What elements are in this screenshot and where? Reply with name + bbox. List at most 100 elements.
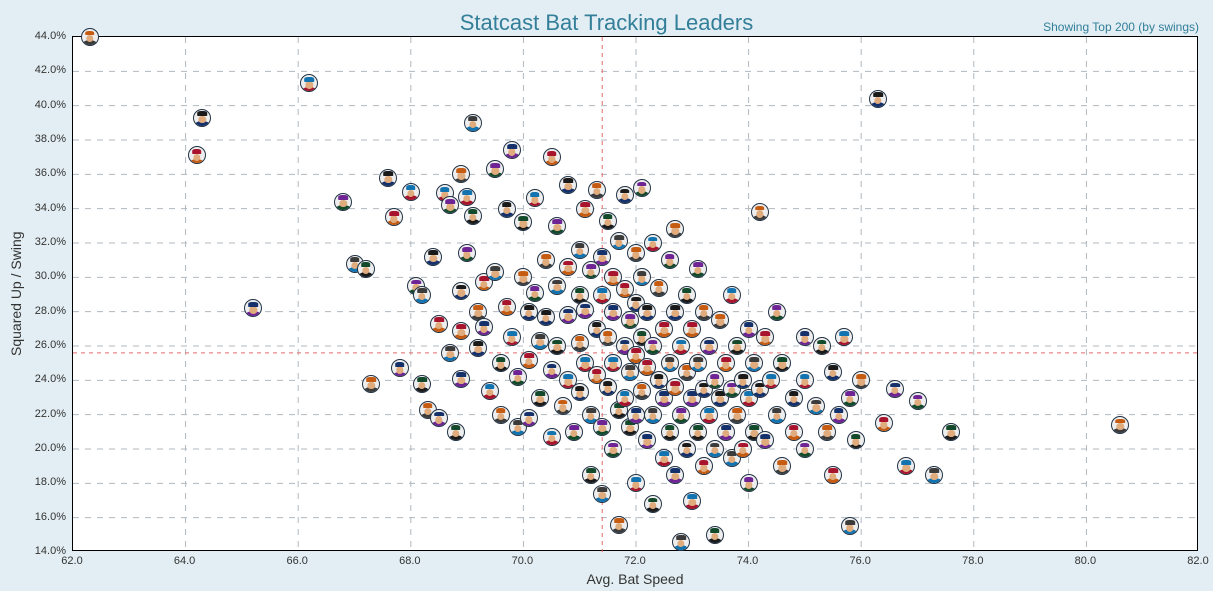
player-point[interactable]	[452, 370, 470, 388]
player-point[interactable]	[503, 328, 521, 346]
player-point[interactable]	[464, 114, 482, 132]
player-point[interactable]	[514, 213, 532, 231]
player-point[interactable]	[807, 397, 825, 415]
player-point[interactable]	[689, 423, 707, 441]
player-point[interactable]	[537, 308, 555, 326]
player-point[interactable]	[633, 179, 651, 197]
player-point[interactable]	[841, 517, 859, 535]
player-point[interactable]	[700, 337, 718, 355]
player-point[interactable]	[666, 466, 684, 484]
player-point[interactable]	[672, 337, 690, 355]
player-point[interactable]	[638, 303, 656, 321]
player-point[interactable]	[469, 339, 487, 357]
player-point[interactable]	[717, 423, 735, 441]
player-point[interactable]	[588, 181, 606, 199]
player-point[interactable]	[604, 440, 622, 458]
player-point[interactable]	[655, 320, 673, 338]
player-point[interactable]	[430, 409, 448, 427]
player-point[interactable]	[756, 431, 774, 449]
player-point[interactable]	[475, 318, 493, 336]
player-point[interactable]	[678, 286, 696, 304]
player-point[interactable]	[498, 200, 516, 218]
player-point[interactable]	[492, 406, 510, 424]
player-point[interactable]	[604, 303, 622, 321]
player-point[interactable]	[835, 328, 853, 346]
player-point[interactable]	[452, 165, 470, 183]
player-point[interactable]	[706, 371, 724, 389]
player-point[interactable]	[672, 533, 690, 551]
player-point[interactable]	[661, 354, 679, 372]
player-point[interactable]	[441, 196, 459, 214]
player-point[interactable]	[543, 428, 561, 446]
player-point[interactable]	[644, 495, 662, 513]
player-point[interactable]	[616, 389, 634, 407]
player-point[interactable]	[633, 268, 651, 286]
player-point[interactable]	[661, 423, 679, 441]
player-point[interactable]	[413, 375, 431, 393]
player-point[interactable]	[193, 109, 211, 127]
player-point[interactable]	[391, 359, 409, 377]
player-point[interactable]	[773, 457, 791, 475]
player-point[interactable]	[464, 207, 482, 225]
player-point[interactable]	[441, 344, 459, 362]
player-point[interactable]	[768, 303, 786, 321]
player-point[interactable]	[531, 389, 549, 407]
player-point[interactable]	[452, 322, 470, 340]
player-point[interactable]	[796, 371, 814, 389]
player-point[interactable]	[486, 263, 504, 281]
player-point[interactable]	[576, 200, 594, 218]
player-point[interactable]	[548, 277, 566, 295]
player-point[interactable]	[379, 169, 397, 187]
player-point[interactable]	[604, 354, 622, 372]
player-point[interactable]	[481, 382, 499, 400]
player-point[interactable]	[244, 299, 262, 317]
player-point[interactable]	[537, 251, 555, 269]
player-point[interactable]	[678, 440, 696, 458]
player-point[interactable]	[897, 457, 915, 475]
player-point[interactable]	[548, 217, 566, 235]
player-point[interactable]	[452, 282, 470, 300]
player-point[interactable]	[627, 244, 645, 262]
player-point[interactable]	[785, 423, 803, 441]
player-point[interactable]	[627, 474, 645, 492]
player-point[interactable]	[385, 208, 403, 226]
player-point[interactable]	[531, 332, 549, 350]
player-point[interactable]	[571, 383, 589, 401]
player-point[interactable]	[644, 337, 662, 355]
player-point[interactable]	[666, 220, 684, 238]
player-point[interactable]	[593, 286, 611, 304]
player-point[interactable]	[554, 397, 572, 415]
player-point[interactable]	[706, 440, 724, 458]
player-point[interactable]	[621, 311, 639, 329]
player-point[interactable]	[740, 474, 758, 492]
player-point[interactable]	[700, 406, 718, 424]
player-point[interactable]	[559, 306, 577, 324]
player-point[interactable]	[548, 337, 566, 355]
player-point[interactable]	[695, 303, 713, 321]
player-point[interactable]	[818, 423, 836, 441]
player-point[interactable]	[599, 378, 617, 396]
player-point[interactable]	[492, 354, 510, 372]
player-point[interactable]	[695, 457, 713, 475]
player-point[interactable]	[942, 423, 960, 441]
player-point[interactable]	[610, 232, 628, 250]
player-point[interactable]	[616, 186, 634, 204]
player-point[interactable]	[847, 431, 865, 449]
player-point[interactable]	[543, 361, 561, 379]
player-point[interactable]	[638, 431, 656, 449]
player-point[interactable]	[1111, 416, 1129, 434]
player-point[interactable]	[756, 328, 774, 346]
player-point[interactable]	[751, 203, 769, 221]
player-point[interactable]	[745, 354, 763, 372]
player-point[interactable]	[768, 406, 786, 424]
player-point[interactable]	[413, 286, 431, 304]
player-point[interactable]	[458, 188, 476, 206]
player-point[interactable]	[655, 449, 673, 467]
player-point[interactable]	[627, 406, 645, 424]
player-point[interactable]	[830, 406, 848, 424]
player-point[interactable]	[593, 485, 611, 503]
player-point[interactable]	[81, 28, 99, 46]
player-point[interactable]	[650, 371, 668, 389]
player-point[interactable]	[785, 389, 803, 407]
player-point[interactable]	[458, 244, 476, 262]
